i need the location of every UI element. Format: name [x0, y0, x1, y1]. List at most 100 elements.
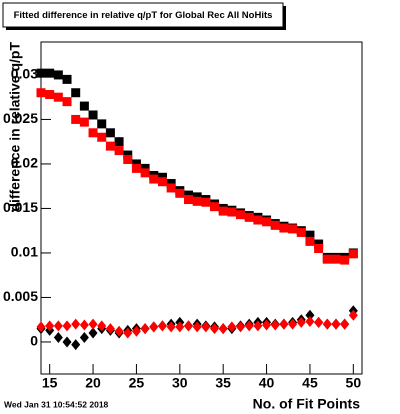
square-marker — [79, 101, 89, 111]
square-marker — [45, 68, 55, 78]
square-marker — [236, 210, 246, 220]
diamond-marker — [331, 318, 341, 330]
square-marker — [131, 163, 141, 173]
square-marker — [322, 254, 332, 264]
x-tick-label: 25 — [129, 375, 145, 391]
square-marker — [114, 137, 124, 147]
diamond-marker — [36, 321, 46, 333]
square-marker — [201, 197, 211, 207]
diamond-marker — [53, 332, 63, 344]
x-tick-label: 30 — [172, 375, 188, 391]
square-marker — [166, 183, 176, 193]
diamond-marker — [131, 325, 141, 337]
diamond-marker — [157, 320, 167, 332]
square-marker — [331, 254, 341, 264]
square-marker — [279, 223, 289, 233]
diamond-marker — [45, 320, 55, 332]
diamond-marker — [97, 320, 107, 332]
square-marker — [210, 202, 220, 212]
square-marker — [348, 249, 358, 259]
y-tick-label: 0.025 — [3, 110, 38, 126]
diamond-marker — [175, 321, 185, 333]
diamond-marker — [53, 320, 63, 332]
square-marker — [262, 217, 272, 227]
square-marker — [79, 117, 89, 127]
square-marker — [36, 88, 46, 98]
square-marker — [105, 128, 115, 138]
chart-title: Fitted difference in relative q/pT for G… — [14, 10, 273, 21]
diamond-marker — [88, 318, 98, 330]
x-tick-label: 20 — [85, 375, 101, 391]
square-marker — [253, 215, 263, 225]
y-tick-label: 0.03 — [11, 66, 38, 82]
diamond-marker — [88, 327, 98, 339]
diamond-marker — [279, 318, 289, 330]
diamond-marker — [305, 315, 315, 327]
diamond-marker — [105, 323, 115, 335]
diamond-marker — [270, 319, 280, 331]
square-marker — [88, 128, 98, 138]
square-marker — [62, 74, 72, 84]
x-tick-label: 15 — [42, 375, 58, 391]
diamond-marker — [210, 323, 220, 335]
y-tick-label: 0 — [30, 333, 38, 349]
y-tick-label: 0.015 — [3, 199, 38, 215]
diamond-marker — [71, 318, 81, 330]
square-marker — [340, 255, 350, 265]
x-tick-label: 35 — [215, 375, 231, 391]
square-marker — [305, 230, 315, 240]
square-marker — [97, 119, 107, 129]
diamond-marker — [236, 321, 246, 333]
square-marker — [53, 70, 63, 80]
diamond-marker — [305, 309, 315, 321]
square-marker — [305, 236, 315, 246]
square-marker — [53, 92, 63, 102]
square-marker — [218, 206, 228, 216]
y-axis-label: difference in relative q/pT — [7, 42, 23, 212]
diamond-marker — [79, 332, 89, 344]
diamond-marker — [166, 321, 176, 333]
square-marker — [88, 110, 98, 120]
diamond-marker — [348, 309, 358, 321]
square-marker — [105, 141, 115, 151]
diamond-marker — [296, 316, 306, 328]
square-marker — [62, 97, 72, 107]
square-marker — [36, 68, 46, 78]
diamond-marker — [253, 320, 263, 332]
diamond-marker — [314, 316, 324, 328]
diamond-marker — [340, 318, 350, 330]
square-marker — [140, 168, 150, 178]
diamond-marker — [227, 321, 237, 333]
x-tick-label: 50 — [346, 375, 362, 391]
square-marker — [175, 188, 185, 198]
diamond-marker — [192, 321, 202, 333]
square-marker — [314, 243, 324, 253]
square-marker — [71, 114, 81, 124]
x-axis-label: No. of Fit Points — [253, 396, 361, 412]
diamond-marker — [123, 327, 133, 339]
diamond-marker — [140, 323, 150, 335]
diamond-marker — [183, 320, 193, 332]
diamond-marker — [114, 325, 124, 337]
diamond-marker — [288, 318, 298, 330]
square-marker — [227, 207, 237, 217]
square-marker — [123, 154, 133, 164]
diamond-marker — [79, 319, 89, 331]
square-marker — [149, 174, 159, 184]
title-box — [2, 2, 284, 28]
diamond-marker — [262, 319, 272, 331]
timestamp: Wed Jan 31 10:54:52 2018 — [4, 399, 109, 409]
square-marker — [270, 220, 280, 230]
x-tick-label: 45 — [302, 375, 318, 391]
y-tick-label: 0.01 — [11, 244, 38, 260]
square-marker — [157, 177, 167, 187]
x-tick-label: 40 — [259, 375, 275, 391]
square-marker — [45, 90, 55, 100]
diamond-marker — [62, 336, 72, 348]
y-tick-label: 0.005 — [3, 288, 38, 304]
diamond-marker — [244, 320, 254, 332]
diamond-marker — [322, 318, 332, 330]
diamond-marker — [218, 323, 228, 335]
square-marker — [296, 227, 306, 237]
